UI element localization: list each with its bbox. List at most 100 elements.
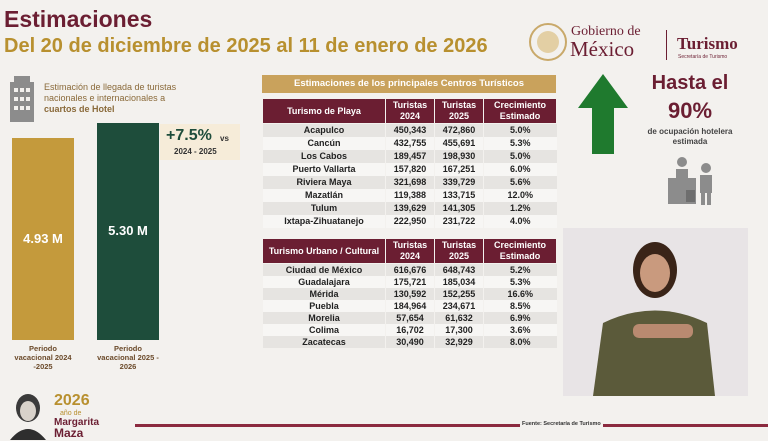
header-cell: Turismo Urbano / Cultural — [262, 238, 386, 264]
table-cell: 455,691 — [434, 136, 484, 150]
table-cell: 321,698 — [385, 175, 435, 189]
hotel-staff-icon — [668, 157, 712, 205]
logo-divider — [666, 30, 667, 60]
table-cell: Puebla — [262, 299, 386, 312]
category-label: Periodo vacacional 2024 -2025 — [14, 344, 72, 371]
table-cell: Guadalajara — [262, 275, 386, 288]
table-cell: 5.0% — [483, 123, 557, 137]
table-cell: 5.0% — [483, 149, 557, 163]
table-cell: 61,632 — [434, 311, 484, 324]
portrait — [10, 394, 46, 440]
bar-chart: 4.93 M Periodo vacacional 2024 -2025 5.30 … — [0, 0, 160, 380]
table-cell: 139,629 — [385, 201, 435, 215]
table-cell: 231,722 — [434, 214, 484, 228]
table-cell: 130,592 — [385, 287, 435, 300]
table-row: Ciudad de México 616,676 648,743 5.2% — [262, 263, 557, 276]
growth-box: +7.5% vs 2024 - 2025 — [160, 124, 240, 160]
footer-name1: Margarita — [54, 417, 100, 428]
table-cell: Ixtapa-Zihuatanejo — [262, 214, 386, 228]
table-row: Mérida 130,592 152,255 16.6% — [262, 287, 557, 300]
table-cell: 616,676 — [385, 263, 435, 276]
table-cell: 222,950 — [385, 214, 435, 228]
table-cell: Ciudad de México — [262, 263, 386, 276]
table-row: Ixtapa-Zihuatanejo 222,950 231,722 4.0% — [262, 214, 557, 228]
table-cell: 175,721 — [385, 275, 435, 288]
table-cell: 16.6% — [483, 287, 557, 300]
table-cell: 5.2% — [483, 263, 557, 276]
table-cell: 167,251 — [434, 162, 484, 176]
table-urbano: Turismo Urbano / Cultural Turistas 2024 Tu… — [262, 238, 557, 348]
logo-turismo: Turismo — [677, 34, 738, 53]
table-cell: 152,255 — [434, 287, 484, 300]
header-cell: Turistas 2024 — [385, 238, 435, 264]
footer-year: 2026 — [54, 392, 90, 409]
table-row: Colima 16,702 17,300 3.6% — [262, 323, 557, 336]
footer-line — [135, 424, 768, 427]
table-cell: 648,743 — [434, 263, 484, 276]
hotel-caption: Estimación de llegada de turistas nacion… — [44, 82, 194, 115]
table-cell: 339,729 — [434, 175, 484, 189]
emblem — [529, 23, 567, 61]
header-cell: Turismo de Playa — [262, 98, 386, 124]
growth-value: +7.5% — [166, 127, 212, 144]
category-label: Periodo vacacional 2025 - 2026 — [97, 344, 159, 371]
table-cell: Colima — [262, 323, 386, 336]
table-cell: Acapulco — [262, 123, 386, 137]
table-cell: 32,929 — [434, 335, 484, 348]
table-cell: 119,388 — [385, 188, 435, 202]
table-cell: 133,715 — [434, 188, 484, 202]
table-cell: 57,654 — [385, 311, 435, 324]
table-row: Tulum 139,629 141,305 1.2% — [262, 201, 557, 215]
table-cell: 234,671 — [434, 299, 484, 312]
table-cell: 6.9% — [483, 311, 557, 324]
table-cell: 5.6% — [483, 175, 557, 189]
table-row: Riviera Maya 321,698 339,729 5.6% — [262, 175, 557, 189]
up-arrow — [578, 74, 628, 154]
table-playa: Turismo de Playa Turistas 2024 Turistas 20… — [262, 98, 557, 228]
occupancy-line1: Hasta el — [651, 72, 729, 94]
table-cell: 472,860 — [434, 123, 484, 137]
occupancy-caption: de ocupación hotelera estimada — [647, 127, 733, 146]
header-cell: Crecimiento Estimado — [483, 238, 557, 264]
table-cell: 432,755 — [385, 136, 435, 150]
building-icon — [10, 76, 34, 122]
header-row: Turismo Urbano / Cultural Turistas 2024 Tu… — [262, 238, 557, 264]
caption-bold: cuartos de Hotel — [44, 104, 115, 114]
growth-vs: vs — [220, 134, 229, 143]
table-cell: 450,343 — [385, 123, 435, 137]
table-cell: 198,930 — [434, 149, 484, 163]
table-cell: 185,034 — [434, 275, 484, 288]
interpreter-video — [563, 228, 748, 396]
table-cell: 189,457 — [385, 149, 435, 163]
header-cell: Crecimiento Estimado — [483, 98, 557, 124]
table-cell: Puerto Vallarta — [262, 162, 386, 176]
table-row: Cancún 432,755 455,691 5.3% — [262, 136, 557, 150]
header-cell: Turistas 2025 — [434, 238, 484, 264]
table-cell: 184,964 — [385, 299, 435, 312]
table-cell: 12.0% — [483, 188, 557, 202]
bar: 5.30 M — [97, 122, 159, 340]
table-cell: 141,305 — [434, 201, 484, 215]
table-cell: 16,702 — [385, 323, 435, 336]
table-row: Puerto Vallarta 157,820 167,251 6.0% — [262, 162, 557, 176]
table-cell: Zacatecas — [262, 335, 386, 348]
table-cell: Los Cabos — [262, 149, 386, 163]
caption-text: Estimación de llegada de turistas nacion… — [44, 82, 177, 103]
table-cell: 4.0% — [483, 214, 557, 228]
table-row: Morelia 57,654 61,632 6.9% — [262, 311, 557, 324]
occupancy-value: 90% — [667, 98, 713, 123]
table-cell: 30,490 — [385, 335, 435, 348]
table-cell: 1.2% — [483, 201, 557, 215]
tables-title: Estimaciones de los principales Centros … — [262, 75, 556, 93]
footer-anio: año de — [60, 410, 82, 417]
table-cell: Morelia — [262, 311, 386, 324]
growth-period: 2024 - 2025 — [174, 147, 217, 156]
table-row: Acapulco 450,343 472,860 5.0% — [262, 123, 557, 137]
table-cell: Riviera Maya — [262, 175, 386, 189]
logo-mexico: México — [570, 37, 635, 61]
table-cell: 5.3% — [483, 136, 557, 150]
table-row: Los Cabos 189,457 198,930 5.0% — [262, 149, 557, 163]
table-row: Mazatlán 119,388 133,715 12.0% — [262, 188, 557, 202]
table-cell: 3.6% — [483, 323, 557, 336]
